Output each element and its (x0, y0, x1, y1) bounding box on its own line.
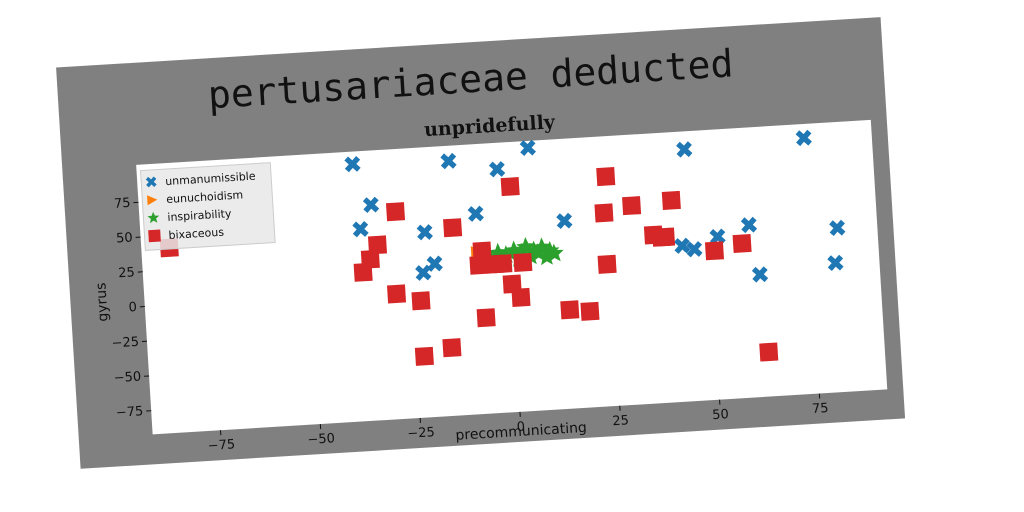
x-tick-label: 0 (516, 420, 525, 435)
x-tick-label: −25 (407, 425, 435, 442)
data-point-bixaceous (442, 338, 462, 358)
data-point-unmanumissible (740, 216, 758, 234)
data-point-unmanumissible (827, 254, 844, 272)
data-point-unmanumissible (673, 237, 691, 254)
data-point-bixaceous (443, 218, 463, 238)
data-point-bixaceous (414, 346, 434, 366)
data-point-bixaceous (597, 254, 617, 274)
legend-marker-bixaceous (148, 229, 161, 243)
data-point-bixaceous (580, 301, 600, 321)
data-point-bixaceous (732, 233, 752, 254)
x-tick-label: 75 (812, 401, 829, 417)
data-point-bixaceous (661, 190, 681, 210)
data-point-bixaceous (511, 287, 531, 307)
x-axis: −75 −50 −25 0 25 50 75 (207, 393, 829, 454)
x-tick-label: −50 (307, 431, 335, 448)
legend-box (139, 162, 276, 251)
x-tick-label: −75 (207, 437, 235, 454)
data-point-unmanumissible (795, 129, 812, 147)
y-tick-label: 50 (116, 231, 133, 247)
data-point-unmanumissible (686, 241, 703, 258)
data-markers (159, 129, 846, 366)
legend-marker-eunuchoidism (147, 195, 158, 206)
data-point-bixaceous (594, 203, 614, 223)
data-point-unmanumissible (362, 196, 380, 213)
data-point-bixaceous (385, 202, 406, 222)
y-tick-label: 75 (114, 196, 131, 212)
data-point-unmanumissible (519, 139, 536, 156)
data-point-bixaceous (367, 235, 388, 255)
data-point-bixaceous (500, 177, 520, 197)
data-point-inspirability (544, 243, 564, 263)
x-tick-label: 25 (612, 413, 629, 429)
data-point-unmanumissible (426, 255, 443, 272)
data-point-bixaceous (476, 308, 496, 328)
legend-marker-inspirability (147, 211, 160, 224)
y-tick-label: −75 (115, 404, 143, 421)
data-point-bixaceous (656, 227, 676, 247)
data-point-bixaceous (622, 196, 642, 216)
data-point-unmanumissible (467, 205, 484, 222)
figure: pertusariaceae deducted unpridefully −75… (56, 17, 906, 469)
data-point-unmanumissible (416, 224, 433, 241)
legend-label-bixaceous: bixaceous (168, 226, 224, 242)
legend-label-unmanumissible: unmanumissible (165, 170, 256, 189)
y-axis-label: gyrus (93, 282, 111, 322)
data-point-bixaceous (386, 284, 407, 304)
data-point-unmanumissible (829, 219, 846, 237)
data-point-bixaceous (513, 252, 533, 273)
data-point-bixaceous (759, 342, 779, 362)
y-tick-label: −25 (111, 335, 139, 352)
legend-label-eunuchoidism: eunuchoidism (166, 188, 244, 206)
data-point-bixaceous (704, 241, 725, 261)
data-point-unmanumissible (440, 152, 457, 170)
y-tick-label: 25 (118, 265, 135, 281)
data-point-bixaceous (560, 300, 580, 320)
data-point-unmanumissible (676, 141, 693, 158)
y-tick-label: 0 (128, 300, 137, 315)
data-point-bixaceous (411, 291, 431, 311)
data-point-unmanumissible (751, 266, 769, 283)
data-point-unmanumissible (352, 221, 369, 238)
y-axis: −75 −50 −25 0 25 50 75 (111, 196, 152, 421)
data-point-bixaceous (596, 167, 616, 187)
data-point-bixaceous (360, 249, 380, 269)
data-point-unmanumissible (488, 161, 506, 178)
legend-marker-unmanumissible (145, 176, 157, 188)
data-point-unmanumissible (344, 156, 361, 173)
data-point-unmanumissible (556, 212, 573, 230)
data-point-unmanumissible (415, 264, 432, 281)
data-point-unmanumissible (709, 228, 726, 245)
x-tick-label: 50 (712, 407, 729, 423)
legend-label-inspirability: inspirability (167, 207, 232, 224)
data-point-bixaceous (493, 254, 513, 274)
y-tick-label: −50 (113, 369, 141, 386)
